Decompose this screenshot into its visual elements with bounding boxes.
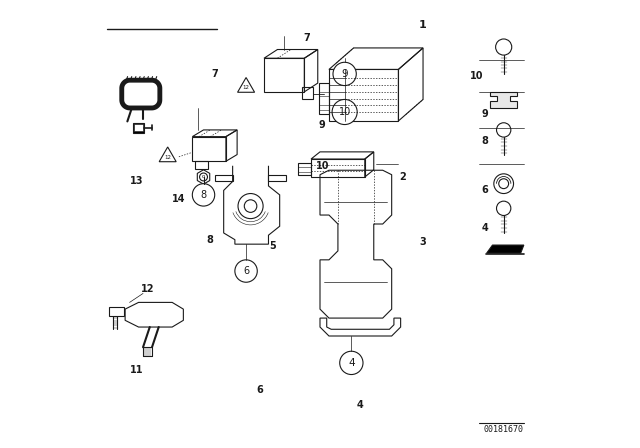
Text: 8: 8 bbox=[200, 190, 207, 200]
Text: 6: 6 bbox=[481, 185, 488, 195]
Text: 13: 13 bbox=[129, 177, 143, 186]
Text: 10: 10 bbox=[470, 71, 484, 81]
Text: 7: 7 bbox=[211, 69, 218, 79]
Text: 9: 9 bbox=[481, 109, 488, 119]
Text: 9: 9 bbox=[341, 69, 348, 79]
Circle shape bbox=[200, 173, 207, 181]
Polygon shape bbox=[490, 92, 517, 108]
Bar bbox=[132, 123, 144, 133]
Text: 3: 3 bbox=[420, 237, 426, 247]
Circle shape bbox=[340, 351, 363, 375]
Polygon shape bbox=[486, 245, 524, 253]
Text: 1: 1 bbox=[419, 20, 427, 30]
Circle shape bbox=[193, 184, 215, 206]
Text: 10: 10 bbox=[339, 107, 351, 117]
Polygon shape bbox=[126, 84, 156, 104]
Bar bbox=[319, 83, 329, 114]
Bar bbox=[302, 87, 314, 99]
Text: 7: 7 bbox=[303, 33, 310, 43]
Text: 12: 12 bbox=[164, 155, 171, 160]
Text: 4: 4 bbox=[357, 401, 364, 410]
Text: 6: 6 bbox=[256, 385, 263, 395]
Text: 2: 2 bbox=[399, 172, 406, 182]
Circle shape bbox=[333, 62, 356, 86]
Text: 4: 4 bbox=[348, 358, 355, 368]
Text: 8: 8 bbox=[207, 235, 214, 245]
Text: 12: 12 bbox=[243, 85, 250, 90]
Text: 12: 12 bbox=[141, 284, 154, 294]
Text: 10: 10 bbox=[316, 161, 329, 171]
Text: o: o bbox=[202, 174, 205, 180]
Bar bbox=[298, 163, 311, 175]
Text: 11: 11 bbox=[129, 365, 143, 375]
Text: 5: 5 bbox=[269, 241, 276, 251]
Text: 00181670: 00181670 bbox=[484, 425, 524, 434]
Text: 6: 6 bbox=[243, 266, 249, 276]
Circle shape bbox=[332, 99, 357, 125]
Bar bbox=[195, 161, 208, 169]
Text: 9: 9 bbox=[319, 121, 326, 130]
Text: 14: 14 bbox=[172, 194, 186, 204]
Bar bbox=[134, 124, 143, 131]
Text: 4: 4 bbox=[481, 224, 488, 233]
Circle shape bbox=[235, 260, 257, 282]
Text: 8: 8 bbox=[481, 136, 488, 146]
